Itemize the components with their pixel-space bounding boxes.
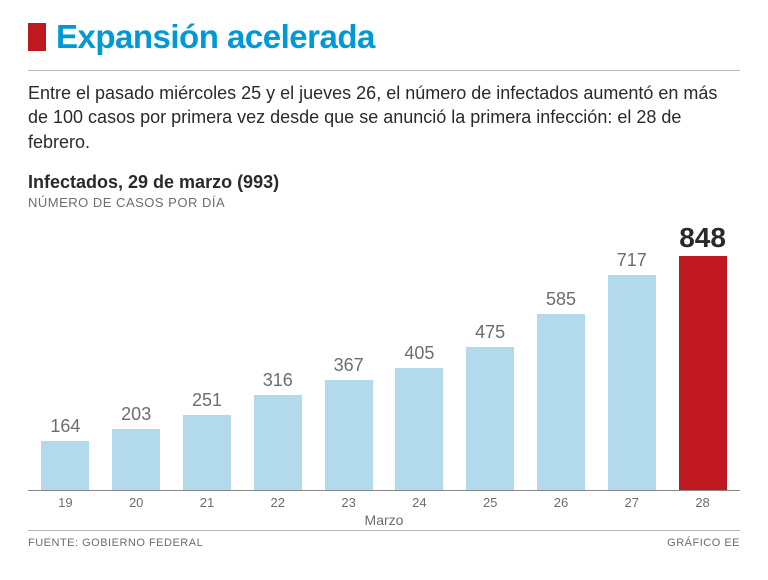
description: Entre el pasado miércoles 25 y el jueves…: [28, 81, 740, 154]
x-tick-label: 27: [596, 495, 667, 510]
bar-slot: 475: [455, 220, 526, 490]
bar-slot: 367: [313, 220, 384, 490]
bar: [112, 429, 160, 490]
x-tick-label: 24: [384, 495, 455, 510]
rule-top: [28, 70, 740, 71]
bar-slot: 203: [101, 220, 172, 490]
bar: [466, 347, 514, 490]
bar-slot: 405: [384, 220, 455, 490]
x-tick-label: 19: [30, 495, 101, 510]
bar-slot: 717: [596, 220, 667, 490]
bar-value-label: 475: [475, 322, 505, 343]
x-tick-label: 21: [172, 495, 243, 510]
chart-baseline: [28, 490, 740, 491]
bar: [325, 380, 373, 490]
bar-slot: 164: [30, 220, 101, 490]
bar-value-label: 203: [121, 404, 151, 425]
source-label: FUENTE: GOBIERNO FEDERAL: [28, 537, 203, 549]
x-tick-label: 20: [101, 495, 172, 510]
x-tick-label: 23: [313, 495, 384, 510]
x-tick-label: 25: [455, 495, 526, 510]
credit-label: GRÁFICO EE: [667, 537, 740, 549]
bar-slot: 848: [667, 220, 738, 490]
chart-subcaption: NÚMERO DE CASOS POR DÍA: [28, 195, 740, 210]
bar-highlight: [679, 256, 727, 490]
bar-value-label: 367: [334, 355, 364, 376]
bar: [254, 395, 302, 490]
bar: [537, 314, 585, 490]
bar-value-label: 316: [263, 370, 293, 391]
bar-value-label: 164: [50, 416, 80, 437]
bar: [41, 441, 89, 490]
chart-subheading: Infectados, 29 de marzo (993): [28, 172, 740, 193]
bar: [608, 275, 656, 490]
bar-slot: 585: [526, 220, 597, 490]
title-row: Expansión acelerada: [28, 18, 740, 56]
bar-value-label: 251: [192, 390, 222, 411]
x-axis-title: Marzo: [28, 512, 740, 528]
bar: [183, 415, 231, 490]
bar-value-label: 405: [404, 343, 434, 364]
x-tick-label: 28: [667, 495, 738, 510]
footer: FUENTE: GOBIERNO FEDERAL GRÁFICO EE: [28, 530, 740, 549]
bar-value-label: 717: [617, 250, 647, 271]
bar-slot: 316: [242, 220, 313, 490]
accent-block: [28, 23, 46, 51]
bar-value-label: 848: [679, 222, 726, 254]
bar-slot: 251: [172, 220, 243, 490]
bar-chart: 164203251316367405475585717848 192021222…: [28, 220, 740, 520]
x-tick-label: 26: [526, 495, 597, 510]
x-tick-label: 22: [242, 495, 313, 510]
page-title: Expansión acelerada: [56, 18, 375, 56]
bar-value-label: 585: [546, 289, 576, 310]
bar: [395, 368, 443, 490]
